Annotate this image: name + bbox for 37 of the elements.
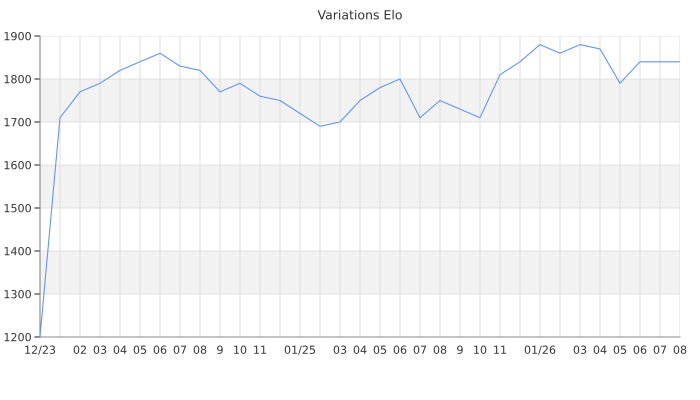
y-tick-label: 1900 <box>4 32 31 40</box>
chart-title: Variations Elo <box>318 10 402 20</box>
x-tick-label: 12/23 <box>25 346 56 355</box>
x-tick-label: 04 <box>114 346 126 354</box>
x-tick-label: 06 <box>634 346 646 354</box>
x-tick-label: 08 <box>674 346 686 354</box>
x-tick-label: 07 <box>414 346 426 354</box>
x-tick-label: 02 <box>74 346 86 354</box>
x-tick-label: 08 <box>194 346 206 354</box>
y-tick-label: 1500 <box>4 204 31 212</box>
y-tick-label: 1700 <box>4 118 31 126</box>
x-tick-label: 01/26 <box>524 346 556 355</box>
x-tick-label: 9 <box>457 346 463 354</box>
x-tick-label: 04 <box>354 346 366 354</box>
y-tick-label: 1600 <box>4 160 31 170</box>
x-tick-label: 05 <box>614 346 626 354</box>
y-tick-label: 1300 <box>4 290 31 298</box>
x-tick-label: 03 <box>334 346 346 354</box>
x-tick-label: 11 <box>494 346 506 354</box>
x-tick-label: 07 <box>174 346 186 354</box>
x-tick-label: 04 <box>594 346 606 354</box>
x-tick-label: 9 <box>217 346 223 354</box>
x-tick-label: 10 <box>474 346 486 354</box>
x-tick-label: 08 <box>434 346 446 354</box>
y-tick-label: 1800 <box>4 74 31 84</box>
x-tick-label: 06 <box>154 346 166 354</box>
x-tick-label: 11 <box>254 346 266 354</box>
y-tick-label: 1200 <box>4 332 31 342</box>
x-tick-label: 05 <box>374 346 386 354</box>
x-tick-label: 03 <box>574 346 586 354</box>
x-tick-label: 06 <box>394 346 406 354</box>
x-tick-label: 10 <box>234 346 246 354</box>
y-tick-label: 1400 <box>4 246 31 256</box>
x-tick-label: 03 <box>94 346 106 354</box>
x-tick-label: 07 <box>654 346 666 354</box>
x-tick-label: 01/25 <box>284 346 316 355</box>
x-tick-label: 05 <box>134 346 146 354</box>
